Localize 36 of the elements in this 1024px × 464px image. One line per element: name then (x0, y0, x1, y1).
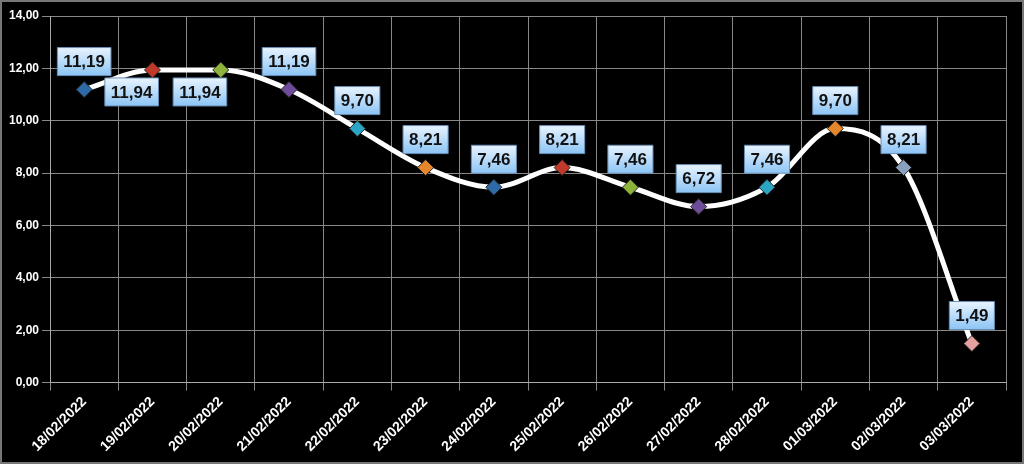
y-tick-label: 0,00 (15, 374, 40, 389)
data-label: 6,72 (682, 169, 716, 189)
point (826, 120, 844, 138)
point (280, 81, 298, 99)
y-tick-label: 6,00 (15, 217, 40, 232)
y-tick-label: 12,00 (9, 60, 40, 75)
data-label: 7,46 (750, 149, 784, 169)
data-label: 8,21 (409, 130, 443, 150)
y-tick-label: 2,00 (15, 322, 40, 337)
data-label: 9,70 (340, 91, 374, 111)
data-label: 11,94 (179, 82, 222, 102)
y-tick-label: 14,00 (9, 8, 40, 23)
point (143, 61, 161, 79)
point (690, 198, 708, 216)
y-tick-label: 8,00 (15, 165, 40, 180)
point (75, 81, 93, 99)
data-label: 8,21 (545, 130, 579, 150)
data-label: 8,21 (887, 130, 921, 150)
point (212, 61, 230, 79)
point (553, 159, 571, 177)
data-label: 11,19 (268, 52, 310, 72)
data-label: 9,70 (818, 91, 852, 111)
point (348, 120, 366, 138)
data-label: 1,49 (955, 306, 989, 326)
point (621, 178, 639, 196)
point (417, 159, 435, 177)
data-label: 7,46 (613, 149, 647, 169)
data-label: 11,19 (63, 52, 105, 72)
point (485, 178, 503, 196)
data-label: 11,94 (110, 82, 153, 102)
y-tick-label: 10,00 (9, 113, 40, 128)
y-tick-label: 4,00 (15, 270, 40, 285)
point (758, 178, 776, 196)
point (963, 335, 981, 353)
point (895, 159, 913, 177)
data-label: 7,46 (477, 149, 511, 169)
